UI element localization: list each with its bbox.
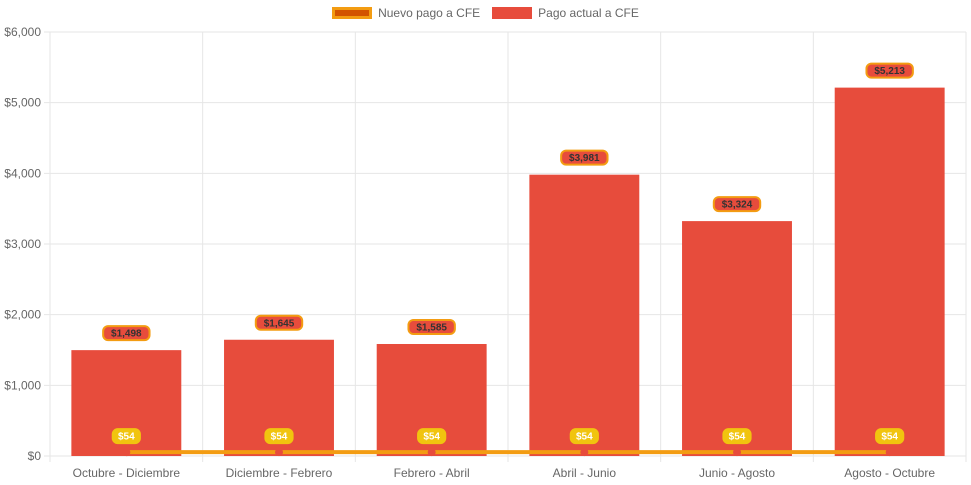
y-tick-label: $5,000 bbox=[4, 96, 41, 110]
line-value-label: $54 bbox=[576, 432, 593, 443]
x-tick-label: Octubre - Diciembre bbox=[73, 466, 181, 480]
bar bbox=[529, 174, 640, 456]
line-point bbox=[122, 448, 131, 457]
line-point bbox=[580, 448, 589, 457]
y-tick-label: $2,000 bbox=[4, 308, 41, 322]
x-tick-label: Diciembre - Febrero bbox=[226, 466, 333, 480]
legend-swatch-line bbox=[332, 7, 373, 19]
y-tick-label: $3,000 bbox=[4, 237, 41, 251]
line-value-label-bg bbox=[264, 428, 294, 445]
bar-value-label: $1,498 bbox=[111, 329, 142, 340]
line-value-label: $54 bbox=[881, 432, 898, 443]
line-value-label-bg bbox=[722, 428, 752, 445]
y-axis-ticks: $0 $1,000 $2,000 $3,000 $4,000 $5,000 $6,000 bbox=[4, 25, 41, 463]
bar-value-label: $1,585 bbox=[416, 322, 447, 333]
x-axis-ticks: Octubre - Diciembre Diciembre - Febrero Fe… bbox=[73, 466, 936, 480]
legend-swatch-bar bbox=[492, 7, 533, 19]
legend-item-pago-actual[interactable]: Pago actual a CFE bbox=[492, 6, 639, 20]
bar-value-label-bg bbox=[865, 62, 914, 79]
x-tick-label: Abril - Junio bbox=[553, 466, 617, 480]
bar-value-label-bg bbox=[102, 325, 151, 342]
data-labels: $1,498 $1,645 $1,585 $3,981 $3,324 $5,213 $54 $… bbox=[102, 62, 914, 445]
bar-value-label-bg bbox=[560, 149, 609, 166]
bar-value-label-bg bbox=[254, 314, 304, 331]
bar-value-label: $5,213 bbox=[874, 66, 905, 77]
line-series bbox=[122, 448, 894, 457]
y-tick-label: $1,000 bbox=[4, 378, 41, 392]
bar-value-label: $3,324 bbox=[722, 200, 753, 211]
y-tick-label: $0 bbox=[28, 449, 42, 463]
chart-legend: Nuevo pago a CFE Pago actual a CFE bbox=[0, 6, 971, 20]
line-value-label: $54 bbox=[729, 432, 746, 443]
bar-value-label-bg bbox=[712, 196, 762, 213]
bar-value-label: $3,981 bbox=[569, 153, 600, 164]
line-point bbox=[885, 448, 894, 457]
line-point bbox=[733, 448, 741, 457]
bar-value-label: $1,645 bbox=[264, 318, 295, 329]
line-value-label: $54 bbox=[423, 432, 440, 443]
line-point bbox=[275, 448, 283, 457]
legend-item-nuevo-pago[interactable]: Nuevo pago a CFE bbox=[332, 6, 480, 20]
line-value-label-bg bbox=[111, 428, 141, 445]
line-value-label: $54 bbox=[118, 432, 135, 443]
legend-label-pago-actual: Pago actual a CFE bbox=[538, 6, 639, 20]
line-value-label-bg bbox=[875, 428, 905, 445]
bar bbox=[834, 87, 945, 456]
x-tick-label: Agosto - Octubre bbox=[844, 466, 935, 480]
grid bbox=[44, 31, 967, 462]
bar-value-label-bg bbox=[407, 318, 456, 335]
bar-series bbox=[71, 87, 945, 456]
y-tick-label: $6,000 bbox=[4, 25, 41, 39]
legend-label-nuevo-pago: Nuevo pago a CFE bbox=[378, 6, 481, 20]
bar bbox=[682, 221, 792, 456]
y-tick-label: $4,000 bbox=[4, 166, 41, 180]
line-value-label-bg bbox=[417, 428, 447, 445]
x-tick-label: Junio - Agosto bbox=[699, 466, 775, 480]
line-value-label-bg bbox=[569, 428, 599, 445]
line-point bbox=[427, 448, 436, 457]
x-tick-label: Febrero - Abril bbox=[394, 466, 470, 480]
line-value-label: $54 bbox=[271, 432, 288, 443]
